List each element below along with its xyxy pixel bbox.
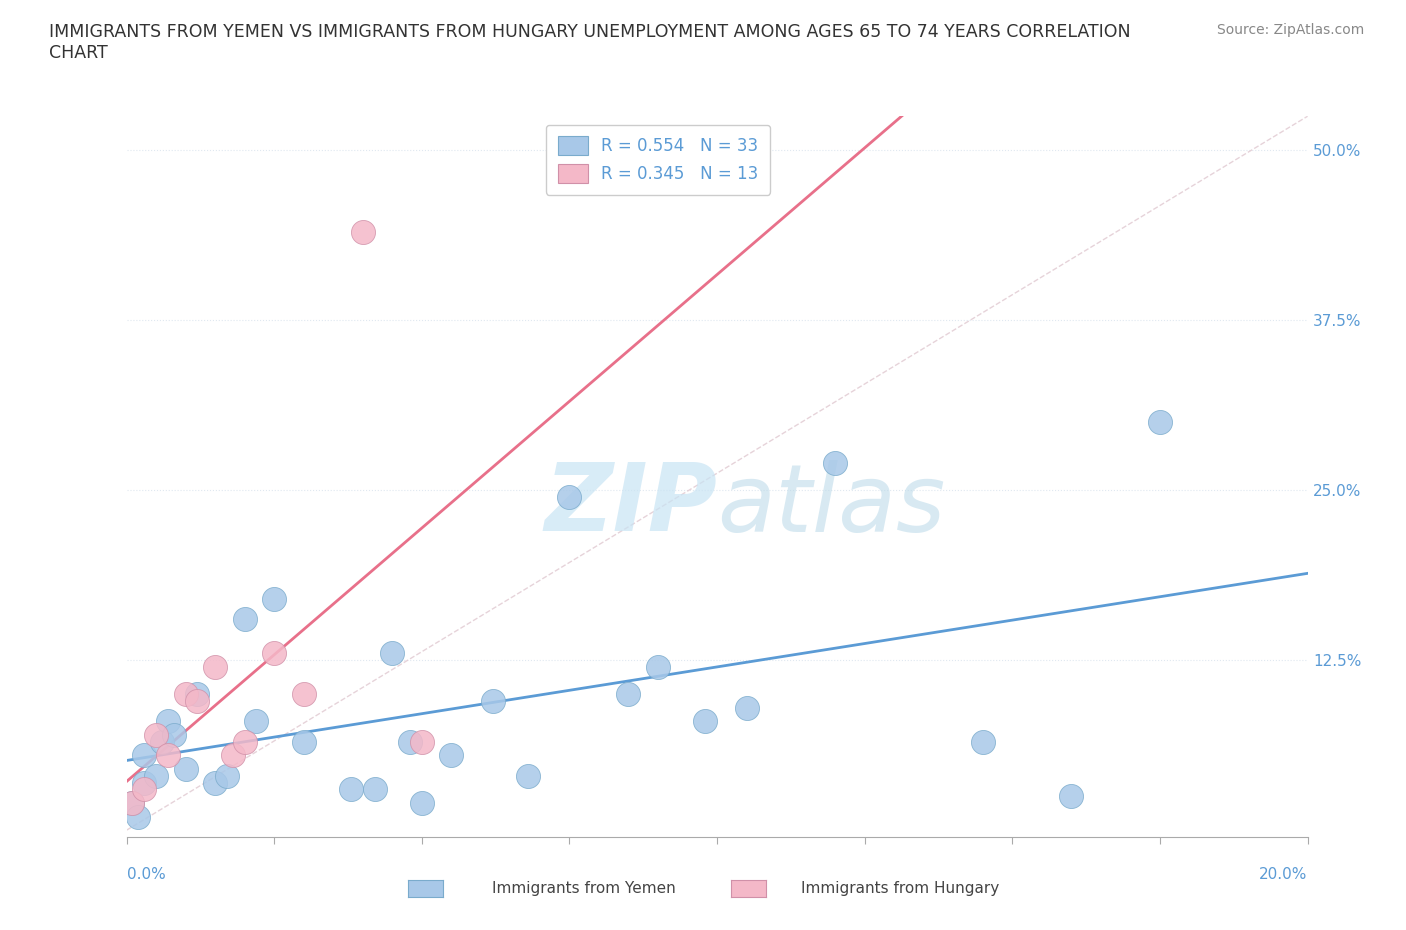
Point xyxy=(1149,415,1171,430)
Text: Immigrants from Hungary: Immigrants from Hungary xyxy=(801,881,1000,896)
Point xyxy=(363,782,385,797)
Point xyxy=(145,727,167,742)
Text: IMMIGRANTS FROM YEMEN VS IMMIGRANTS FROM HUNGARY UNEMPLOYMENT AMONG AGES 65 TO 7: IMMIGRANTS FROM YEMEN VS IMMIGRANTS FROM… xyxy=(49,23,1130,62)
Point xyxy=(145,768,167,783)
Text: atlas: atlas xyxy=(717,460,945,551)
Point xyxy=(174,762,197,777)
Point xyxy=(411,795,433,810)
Point xyxy=(263,646,285,661)
Point xyxy=(399,735,422,750)
Point xyxy=(695,714,717,729)
Point xyxy=(186,686,208,701)
Point xyxy=(292,735,315,750)
Text: 0.0%: 0.0% xyxy=(127,867,166,882)
Point xyxy=(558,489,581,504)
Point xyxy=(233,612,256,627)
Point xyxy=(150,735,173,750)
Point xyxy=(972,735,994,750)
Point xyxy=(292,686,315,701)
Point xyxy=(824,456,846,471)
Point xyxy=(1060,789,1083,804)
Point xyxy=(735,700,758,715)
Point xyxy=(233,735,256,750)
Point xyxy=(245,714,267,729)
Text: Source: ZipAtlas.com: Source: ZipAtlas.com xyxy=(1216,23,1364,37)
Point xyxy=(411,735,433,750)
Point xyxy=(134,782,156,797)
Point xyxy=(204,659,226,674)
Point xyxy=(186,694,208,709)
Point xyxy=(215,768,238,783)
Legend: R = 0.554   N = 33, R = 0.345   N = 13: R = 0.554 N = 33, R = 0.345 N = 13 xyxy=(546,125,770,194)
Point xyxy=(163,727,186,742)
Point xyxy=(204,776,226,790)
Text: ZIP: ZIP xyxy=(544,459,717,551)
Text: Immigrants from Yemen: Immigrants from Yemen xyxy=(492,881,676,896)
Point xyxy=(440,748,463,763)
Point xyxy=(127,809,149,824)
Point xyxy=(156,748,179,763)
Point xyxy=(352,224,374,239)
Point xyxy=(481,694,503,709)
Point xyxy=(340,782,363,797)
Point xyxy=(174,686,197,701)
Point xyxy=(156,714,179,729)
Point xyxy=(381,646,404,661)
Point xyxy=(517,768,540,783)
Text: 20.0%: 20.0% xyxy=(1260,867,1308,882)
Point xyxy=(121,795,143,810)
Point xyxy=(121,795,143,810)
Point xyxy=(617,686,640,701)
Point xyxy=(263,591,285,606)
Point xyxy=(222,748,245,763)
Point xyxy=(134,776,156,790)
Point xyxy=(134,748,156,763)
Point xyxy=(647,659,669,674)
